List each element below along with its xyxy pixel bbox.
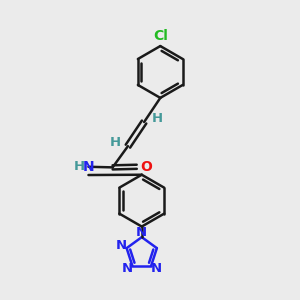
Text: N: N [116, 239, 127, 252]
Text: H: H [74, 160, 85, 173]
Text: H: H [110, 136, 121, 149]
Text: H: H [152, 112, 163, 125]
Text: Cl: Cl [153, 28, 168, 43]
Text: N: N [122, 262, 133, 275]
Text: N: N [136, 226, 147, 239]
Text: O: O [141, 160, 152, 174]
Text: N: N [151, 262, 162, 275]
Text: N: N [82, 160, 94, 174]
